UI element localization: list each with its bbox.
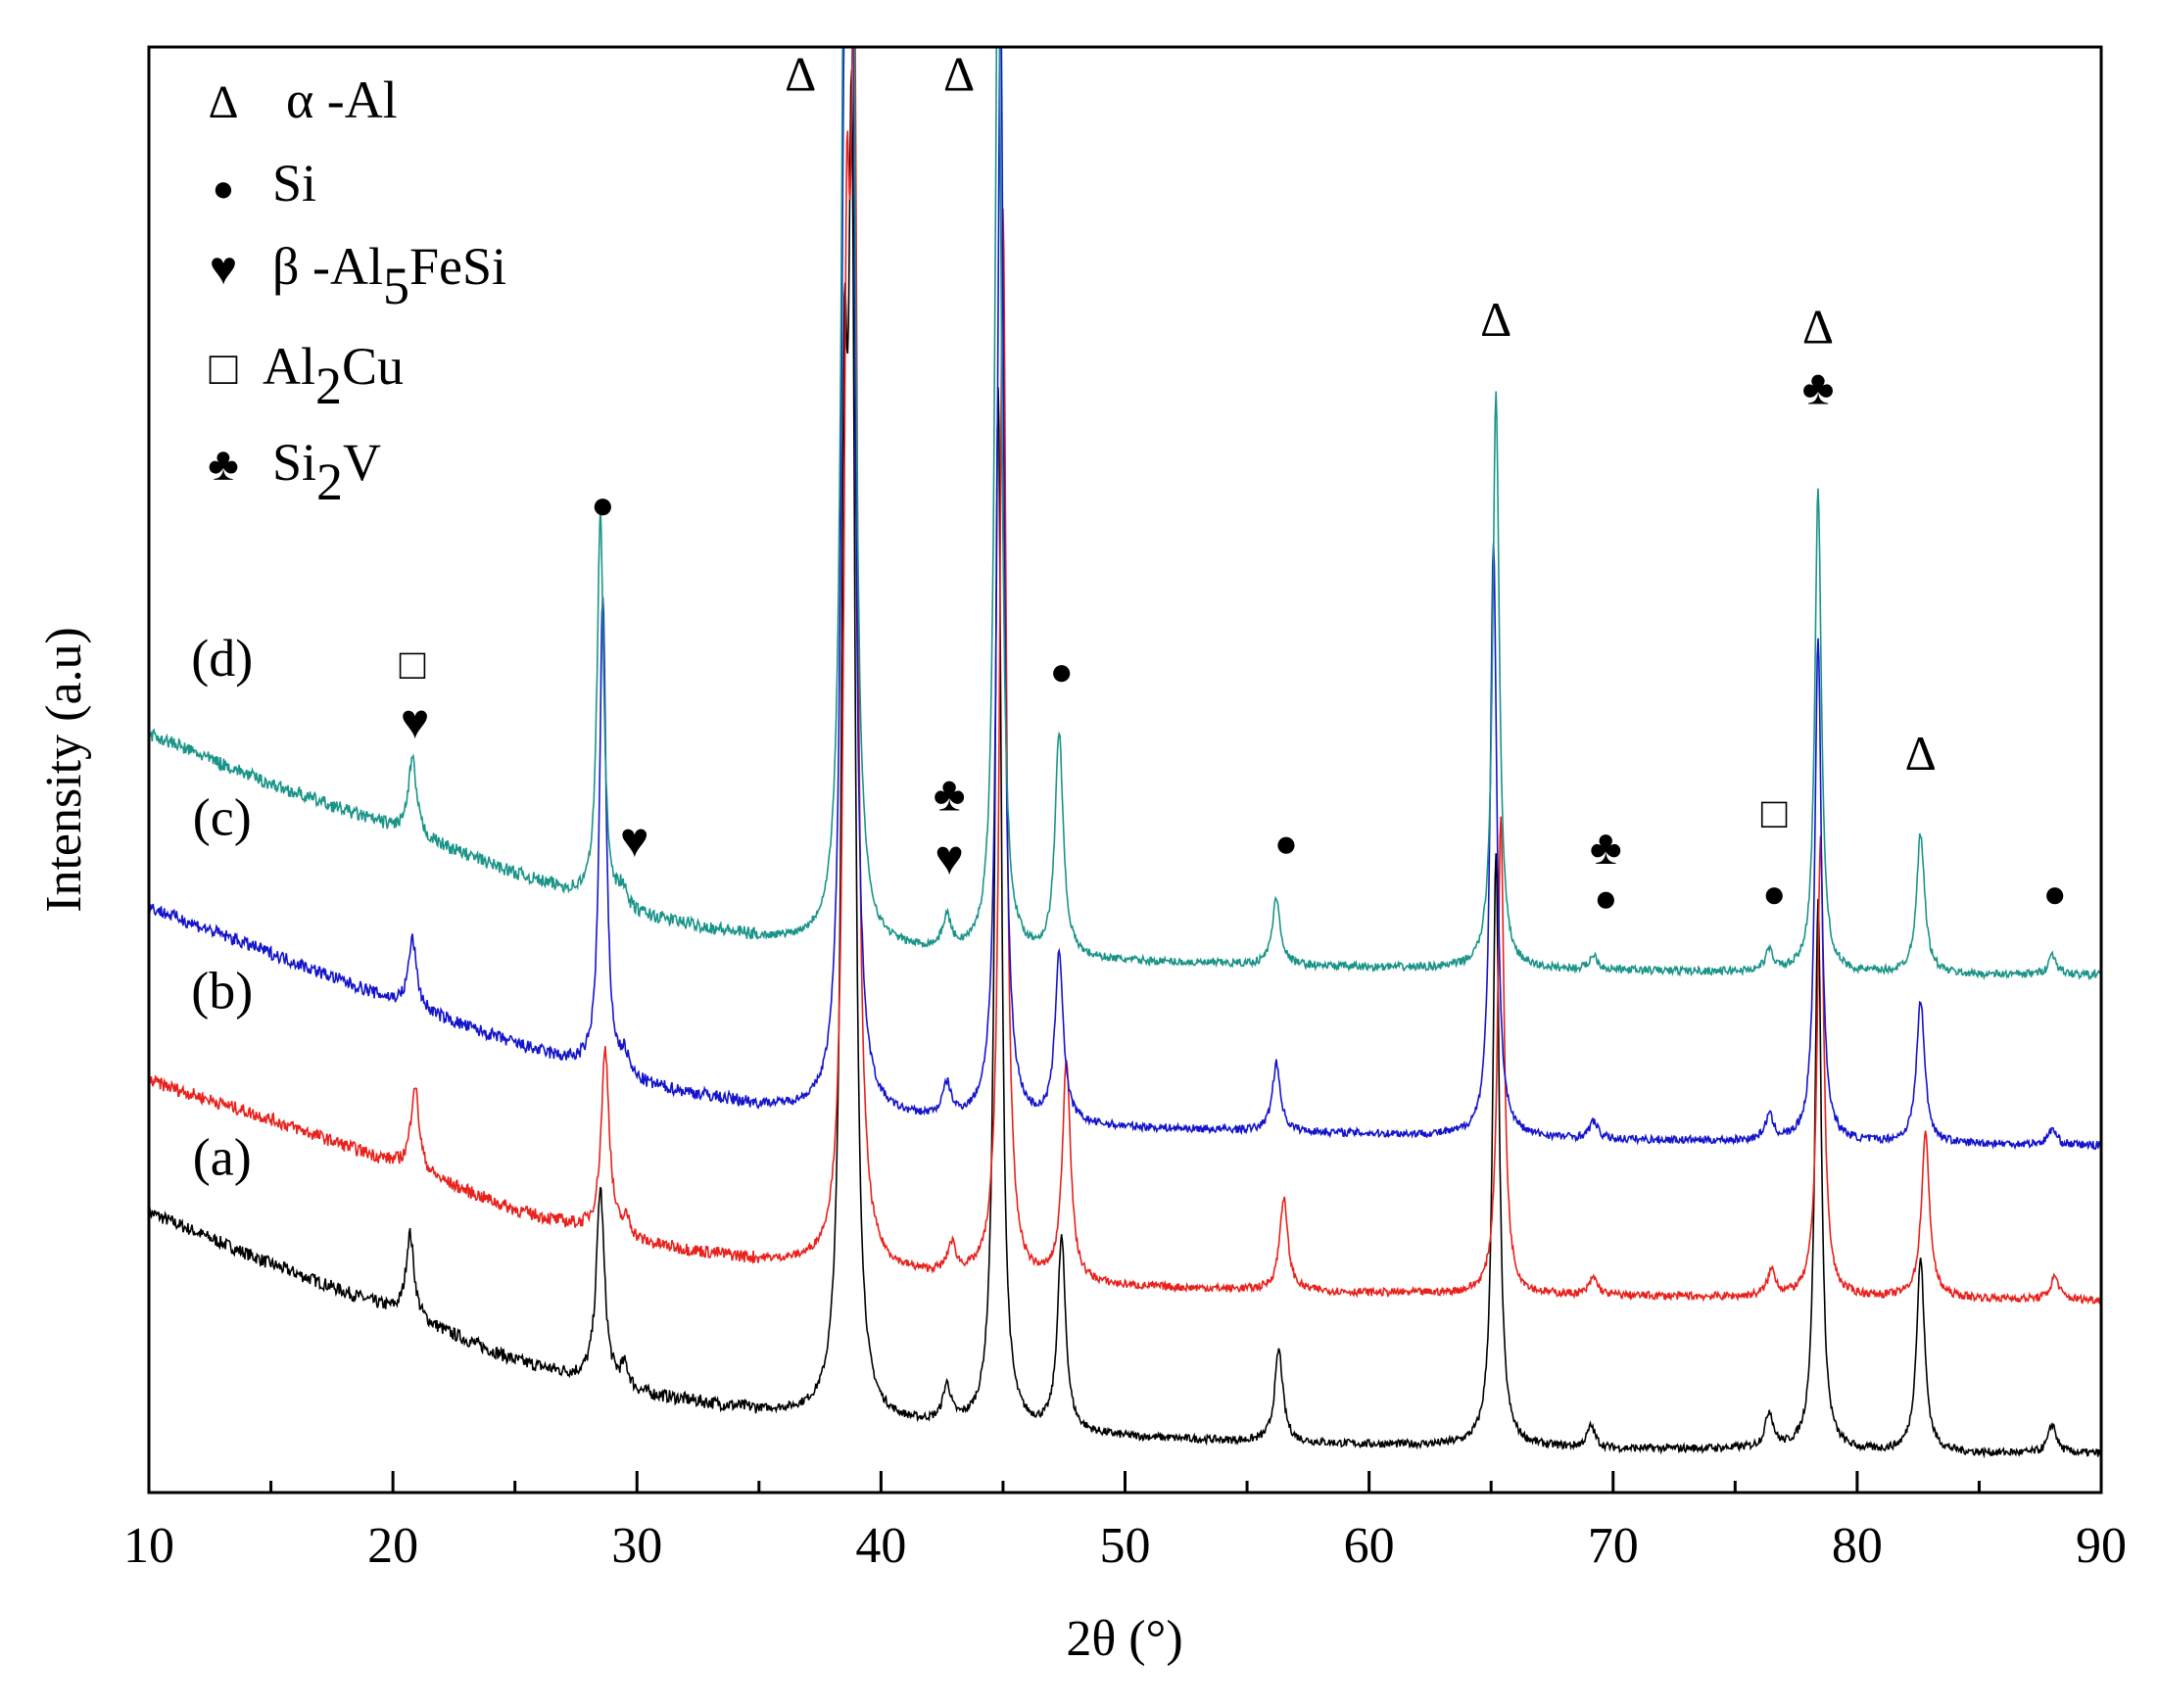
x-tick-label: 50: [1100, 1518, 1151, 1574]
alpha-al-marker: Δ: [943, 46, 975, 101]
x-tick-label: 60: [1344, 1518, 1395, 1574]
series-b-trace: [149, 47, 2101, 1305]
legend-al5fesi-symbol: ♥: [210, 243, 238, 295]
si-marker: ●: [1050, 649, 1074, 693]
series-labels: (a) (b) (c) (d): [191, 629, 253, 1186]
x-tick-label: 90: [2076, 1518, 2127, 1574]
si2v-marker: ♣: [1802, 360, 1835, 415]
si-marker: ●: [591, 483, 614, 527]
alpha-al-marker: Δ: [1480, 292, 1511, 347]
al5fesi-marker: ♥: [620, 813, 649, 868]
al5fesi-marker: ♥: [935, 830, 964, 884]
legend-alpha-al-label: α -Al: [286, 71, 398, 129]
legend-si2v-symbol: ♣: [208, 439, 239, 491]
si2v-marker: ♣: [1590, 820, 1622, 875]
peak-annotations: Δ Δ Δ Δ Δ ● ● ● ● ● ● ♥ ♥ ♥ □ □ ♣ ♣ ♣: [400, 46, 2067, 920]
legend-alpha-al-symbol: Δ: [209, 76, 239, 128]
al5fesi-marker: ♥: [401, 694, 430, 749]
x-axis-label: 2θ (°): [1066, 1611, 1182, 1667]
x-tick-label: 20: [367, 1518, 418, 1574]
x-axis: 10 20 30 40 50 60 70 80 90: [123, 1471, 2127, 1574]
series-label-d: (d): [191, 629, 253, 688]
si-marker: ●: [1762, 872, 1786, 916]
x-tick-label: 10: [123, 1518, 174, 1574]
legend-al2cu-symbol: □: [210, 343, 238, 395]
series-label-c: (c): [193, 787, 252, 846]
si-marker: ●: [2043, 872, 2067, 916]
series-layer: [149, 47, 2101, 1459]
al2cu-marker: □: [400, 640, 426, 688]
legend-si2v-label: Si2V: [272, 433, 381, 511]
si2v-marker: ♣: [934, 766, 966, 821]
x-tick-label: 80: [1832, 1518, 1883, 1574]
legend-al5fesi-label: β -Al5FeSi: [272, 237, 506, 315]
x-tick-label: 30: [611, 1518, 662, 1574]
series-label-a: (a): [193, 1127, 252, 1186]
al2cu-marker: □: [1761, 789, 1788, 837]
si-marker: ●: [1274, 822, 1298, 866]
legend-al2cu-label: Al2Cu: [263, 337, 404, 415]
series-a-trace: [149, 70, 2101, 1459]
si-marker: ●: [1594, 877, 1617, 921]
alpha-al-marker: Δ: [1802, 300, 1834, 355]
alpha-al-marker: Δ: [785, 46, 816, 101]
x-tick-label: 40: [855, 1518, 906, 1574]
series-label-b: (b): [191, 962, 253, 1020]
series-d-trace: [149, 47, 2101, 981]
alpha-al-marker: Δ: [1905, 726, 1937, 781]
x-tick-label: 70: [1588, 1518, 1639, 1574]
legend-si-label: Si: [272, 154, 316, 213]
legend-si-symbol: ●: [213, 168, 235, 210]
series-c-trace: [149, 47, 2101, 1151]
y-axis-label: Intensity (a.u): [36, 627, 92, 913]
